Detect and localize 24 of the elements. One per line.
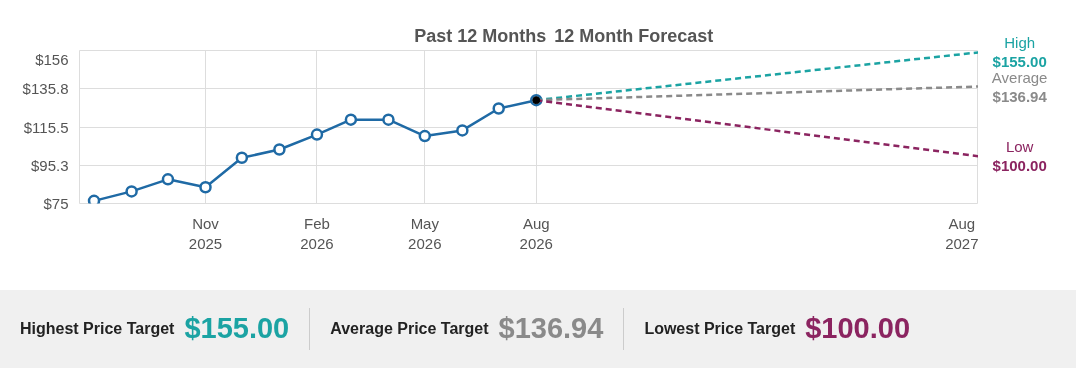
data-label: $100.00	[992, 157, 1047, 175]
text: Average Price Target	[330, 318, 489, 339]
y-tick-label: $95.3	[30, 156, 69, 174]
text: $155.00	[184, 311, 290, 347]
series-label: Average	[991, 68, 1048, 86]
text: Highest Price Target	[20, 318, 175, 339]
y-tick-label: $115.5	[23, 118, 69, 136]
text: $100.00	[805, 311, 911, 347]
data-label: $155.00	[992, 53, 1047, 71]
chart-subtitle: 12 Month Forecast	[554, 25, 714, 46]
x-tick-label: Aug 2027	[945, 214, 979, 252]
x-tick-label: Feb 2026	[300, 214, 334, 252]
series-label: High	[1004, 34, 1036, 52]
x-tick-label: Aug 2026	[519, 214, 553, 252]
y-tick-label: $156	[35, 50, 69, 68]
y-tick-label: $135.8	[22, 80, 69, 98]
data-label: $136.94	[992, 87, 1048, 105]
x-tick-label: May 2026	[408, 214, 442, 252]
series-label: Low	[1005, 138, 1034, 156]
text: $136.94	[498, 311, 604, 347]
x-tick-label: Nov 2025	[188, 214, 223, 252]
chart-title: Past 12 Months	[414, 25, 547, 46]
y-tick-label: $75	[43, 195, 69, 212]
text: Lowest Price Target	[644, 318, 796, 339]
